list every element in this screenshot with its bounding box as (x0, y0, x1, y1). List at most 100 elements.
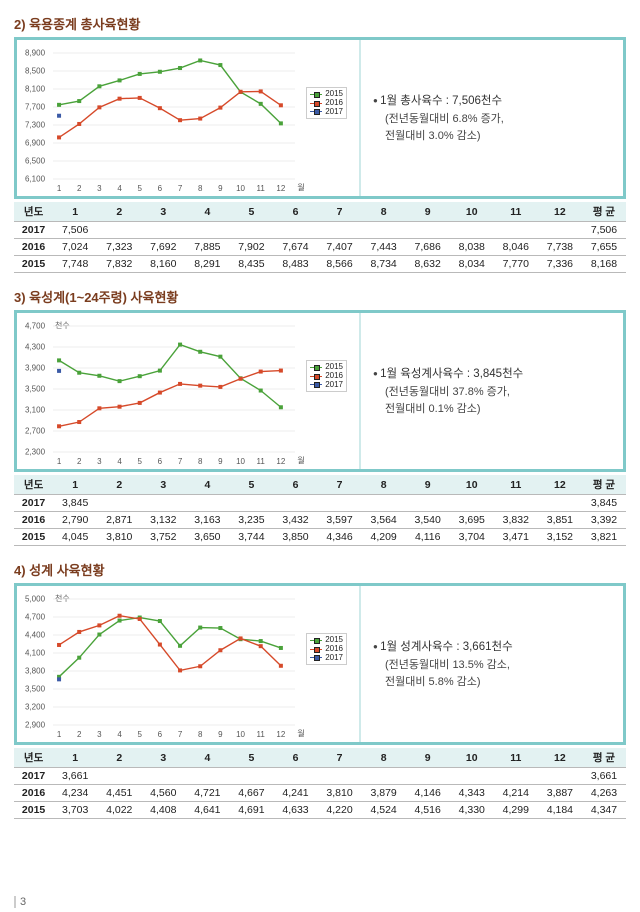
table-cell: 3,879 (362, 785, 406, 802)
table-header: 11 (494, 748, 538, 768)
table-header: 3 (141, 748, 185, 768)
data-table: 년도123456789101112평 균20173,8453,84520162,… (14, 475, 626, 546)
page-number: 3 (14, 896, 26, 908)
table-header: 5 (229, 202, 273, 222)
table-header: 12 (538, 202, 582, 222)
table-cell: 3,850 (273, 529, 317, 546)
table-cell: 4,146 (406, 785, 450, 802)
table-cell: 3,471 (494, 529, 538, 546)
table-header: 11 (494, 475, 538, 495)
table-cell: 7,885 (185, 239, 229, 256)
table-cell: 3,845 (582, 495, 626, 512)
table-cell: 7,674 (273, 239, 317, 256)
table-cell: 4,209 (362, 529, 406, 546)
table-header: 6 (273, 202, 317, 222)
table-cell: 3,851 (538, 512, 582, 529)
table-cell (494, 768, 538, 785)
table-header: 12 (538, 475, 582, 495)
table-cell: 3,432 (273, 512, 317, 529)
table-header: 년도 (14, 748, 53, 768)
table-cell: 3,132 (141, 512, 185, 529)
table-cell: 4,343 (450, 785, 494, 802)
table-cell (318, 222, 362, 239)
table-row: 20164,2344,4514,5604,7214,6674,2413,8103… (14, 785, 626, 802)
table-cell: 4,633 (273, 802, 317, 819)
table-cell (273, 768, 317, 785)
line-chart: 천수2,3002,7003,1003,5003,9004,3004,700123… (23, 318, 353, 466)
table-cell (538, 768, 582, 785)
table-cell (494, 222, 538, 239)
table-cell (229, 222, 273, 239)
table-cell: 3,845 (53, 495, 97, 512)
table-cell: 3,661 (53, 768, 97, 785)
table-header: 4 (185, 748, 229, 768)
line-chart: 6,1006,5006,9007,3007,7008,1008,5008,900… (23, 45, 353, 193)
table-cell: 3,597 (318, 512, 362, 529)
table-cell: 2,790 (53, 512, 97, 529)
table-cell: 8,160 (141, 256, 185, 273)
table-cell (362, 495, 406, 512)
note-area: 1월 성계사육수 : 3,661천수(전년동월대비 13.5% 감소,전월대비 … (359, 586, 623, 742)
table-row: 20162,7902,8713,1323,1633,2353,4323,5973… (14, 512, 626, 529)
table-cell (185, 495, 229, 512)
table-cell (406, 495, 450, 512)
table-header: 2 (97, 475, 141, 495)
note-area: 1월 총사육수 : 7,506천수(전년동월대비 6.8% 증가,전월대비 3.… (359, 40, 623, 196)
table-cell: 4,641 (185, 802, 229, 819)
chart-area: 천수2,3002,7003,1003,5003,9004,3004,700123… (17, 313, 359, 469)
table-cell: 2015 (14, 256, 53, 273)
table-header: 4 (185, 475, 229, 495)
table-cell (494, 495, 538, 512)
chart-legend: 201520162017 (306, 87, 347, 119)
table-cell: 3,695 (450, 512, 494, 529)
table-cell: 7,323 (97, 239, 141, 256)
table-header: 5 (229, 748, 273, 768)
table-header: 10 (450, 748, 494, 768)
table-cell: 3,703 (53, 802, 97, 819)
table-header: 평 균 (582, 748, 626, 768)
chart-legend: 201520162017 (306, 633, 347, 665)
table-cell: 8,046 (494, 239, 538, 256)
table-cell: 4,184 (538, 802, 582, 819)
table-cell (318, 768, 362, 785)
table-row: 20157,7487,8328,1608,2918,4358,4838,5668… (14, 256, 626, 273)
table-header: 12 (538, 748, 582, 768)
table-header: 11 (494, 202, 538, 222)
table-cell: 3,810 (318, 785, 362, 802)
table-cell (362, 768, 406, 785)
table-header: 8 (362, 748, 406, 768)
table-cell: 2017 (14, 495, 53, 512)
table-cell: 3,392 (582, 512, 626, 529)
table-header: 년도 (14, 202, 53, 222)
table-cell: 3,564 (362, 512, 406, 529)
section-title: 3) 육성계(1~24주령) 사육현황 (14, 287, 626, 306)
section-title: 2) 육용종계 총사육현황 (14, 14, 626, 33)
table-cell: 4,263 (582, 785, 626, 802)
table-cell (450, 768, 494, 785)
table-cell: 3,810 (97, 529, 141, 546)
table-cell: 3,887 (538, 785, 582, 802)
table-cell (97, 495, 141, 512)
table-cell: 4,451 (97, 785, 141, 802)
table-cell: 8,632 (406, 256, 450, 273)
table-row: 20173,6613,661 (14, 768, 626, 785)
table-header: 3 (141, 202, 185, 222)
table-cell: 8,168 (582, 256, 626, 273)
table-cell: 2017 (14, 222, 53, 239)
table-cell: 7,748 (53, 256, 97, 273)
table-header: 10 (450, 202, 494, 222)
table-cell (538, 495, 582, 512)
table-cell (229, 495, 273, 512)
chart-area: 천수2,9003,2003,5003,8004,1004,4004,7005,0… (17, 586, 359, 742)
chart-area: 6,1006,5006,9007,3007,7008,1008,5008,900… (17, 40, 359, 196)
table-cell: 7,738 (538, 239, 582, 256)
table-cell: 4,346 (318, 529, 362, 546)
table-cell: 8,483 (273, 256, 317, 273)
table-cell: 3,661 (582, 768, 626, 785)
table-cell: 8,038 (450, 239, 494, 256)
table-cell: 3,650 (185, 529, 229, 546)
table-cell: 8,566 (318, 256, 362, 273)
table-cell: 3,744 (229, 529, 273, 546)
table-cell: 2017 (14, 768, 53, 785)
table-header: 8 (362, 475, 406, 495)
